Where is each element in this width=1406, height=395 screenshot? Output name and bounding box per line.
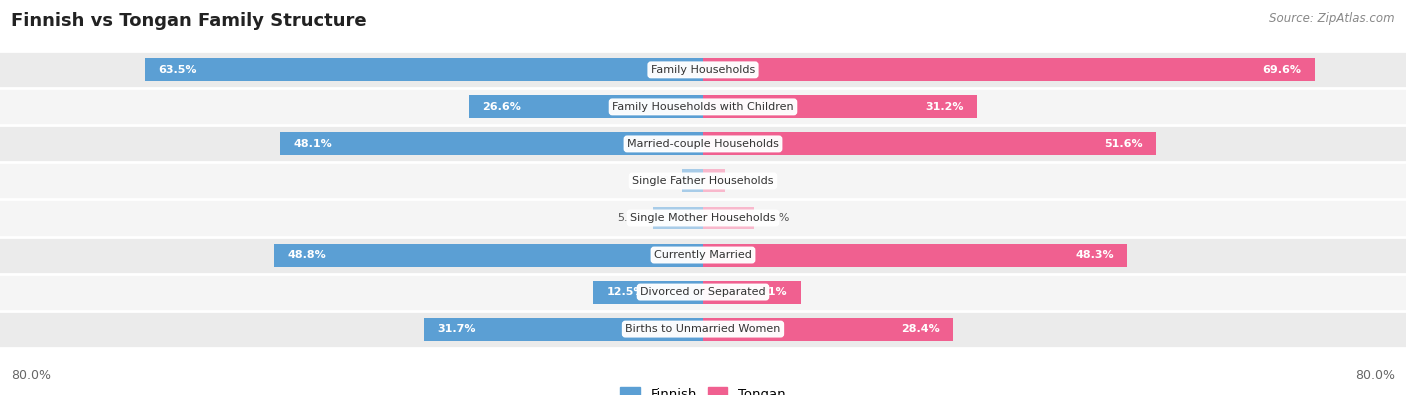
Bar — [0, 274, 1406, 310]
Bar — [0, 126, 1406, 162]
Bar — [703, 207, 754, 229]
Text: Births to Unmarried Women: Births to Unmarried Women — [626, 324, 780, 334]
Text: 48.8%: 48.8% — [287, 250, 326, 260]
Bar — [0, 162, 1406, 199]
Text: 12.5%: 12.5% — [606, 287, 645, 297]
Bar — [470, 96, 703, 118]
Text: Finnish vs Tongan Family Structure: Finnish vs Tongan Family Structure — [11, 12, 367, 30]
Text: 48.3%: 48.3% — [1076, 250, 1114, 260]
Bar — [0, 199, 1406, 237]
Text: Family Households: Family Households — [651, 65, 755, 75]
Text: 63.5%: 63.5% — [159, 65, 197, 75]
Text: 5.8%: 5.8% — [761, 213, 789, 223]
Bar — [652, 207, 703, 229]
Bar — [682, 169, 703, 192]
Text: 28.4%: 28.4% — [901, 324, 939, 334]
Bar — [703, 280, 800, 303]
Text: 69.6%: 69.6% — [1263, 65, 1302, 75]
Text: 48.1%: 48.1% — [294, 139, 332, 149]
Text: 31.2%: 31.2% — [925, 102, 965, 112]
Legend: Finnish, Tongan: Finnish, Tongan — [614, 382, 792, 395]
Text: Single Father Households: Single Father Households — [633, 176, 773, 186]
Text: 5.7%: 5.7% — [617, 213, 645, 223]
Text: 2.4%: 2.4% — [647, 176, 675, 186]
Bar — [280, 132, 703, 155]
Bar — [0, 51, 1406, 88]
Bar — [593, 280, 703, 303]
Bar — [703, 132, 1156, 155]
Text: 2.5%: 2.5% — [733, 176, 761, 186]
Bar — [425, 318, 703, 340]
Text: 80.0%: 80.0% — [1355, 369, 1395, 382]
Text: 26.6%: 26.6% — [482, 102, 522, 112]
Bar — [703, 318, 953, 340]
Text: 31.7%: 31.7% — [437, 324, 477, 334]
Text: Currently Married: Currently Married — [654, 250, 752, 260]
Bar — [0, 237, 1406, 274]
Bar — [0, 310, 1406, 348]
Text: Single Mother Households: Single Mother Households — [630, 213, 776, 223]
Text: Family Households with Children: Family Households with Children — [612, 102, 794, 112]
Text: Divorced or Separated: Divorced or Separated — [640, 287, 766, 297]
Bar — [274, 244, 703, 267]
Bar — [145, 58, 703, 81]
Bar — [703, 244, 1128, 267]
Bar — [703, 58, 1315, 81]
Bar — [0, 88, 1406, 126]
Text: 51.6%: 51.6% — [1105, 139, 1143, 149]
Text: Married-couple Households: Married-couple Households — [627, 139, 779, 149]
Bar — [703, 96, 977, 118]
Text: 11.1%: 11.1% — [749, 287, 787, 297]
Text: 80.0%: 80.0% — [11, 369, 51, 382]
Text: Source: ZipAtlas.com: Source: ZipAtlas.com — [1270, 12, 1395, 25]
Bar — [703, 169, 725, 192]
